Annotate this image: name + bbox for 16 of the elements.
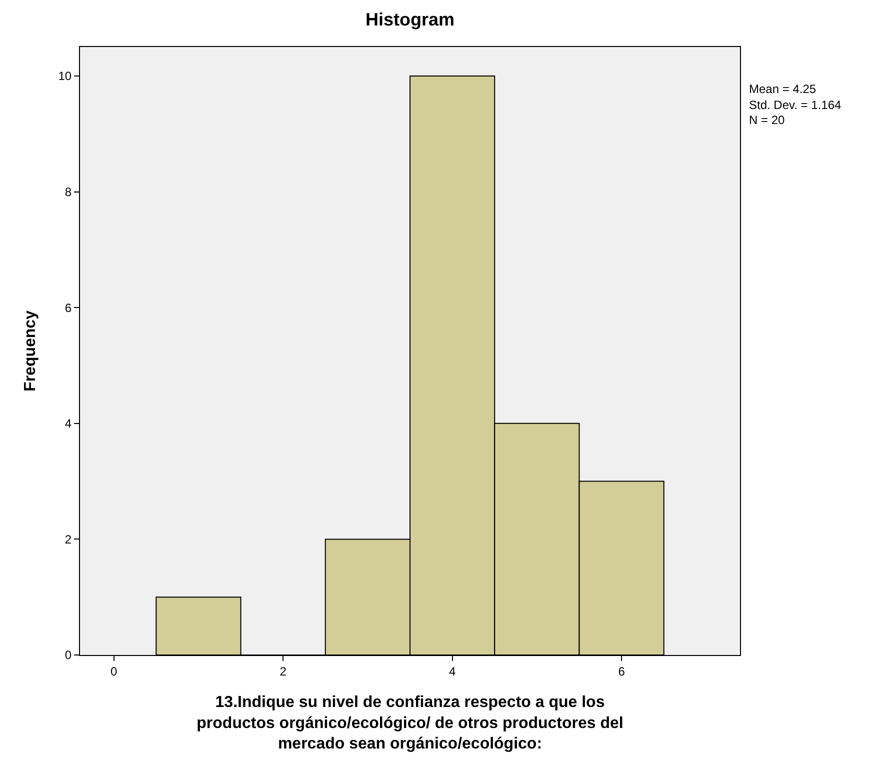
x-tick-label: 2 xyxy=(280,664,287,678)
text: Std. Dev. = 1.164 xyxy=(749,98,842,112)
x-tick-label: 4 xyxy=(448,664,456,678)
chart-title: Histogram xyxy=(365,10,455,30)
y-tick-label: 10 xyxy=(58,69,72,84)
x-tick-label: 6 xyxy=(618,664,626,678)
x-axis-title: 13.Indique su nivel de confianza respecto a que los productos orgánico/ecológico/ de otros productores del mercado sean orgánico/ecológico: xyxy=(196,694,624,753)
y-tick-label: 0 xyxy=(64,648,72,662)
y-tick-label: 8 xyxy=(64,184,72,199)
text: Mean = 4.25 xyxy=(749,82,816,96)
x-tick-label: 0 xyxy=(110,664,118,678)
y-axis-title: Frequency xyxy=(22,310,40,392)
text: N = 20 xyxy=(749,113,786,127)
y-tick-label: 4 xyxy=(64,416,72,431)
y-tick-label: 2 xyxy=(64,532,72,546)
y-tick-label: 6 xyxy=(64,300,72,315)
